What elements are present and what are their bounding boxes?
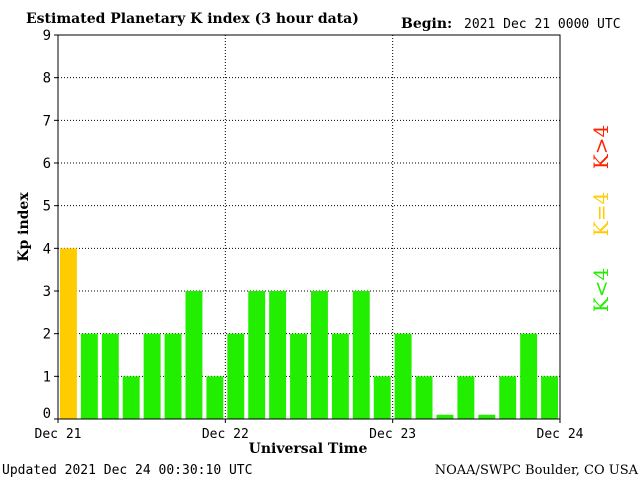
y-axis: 0 1 2 3 4 5 6 7 8 9 bbox=[43, 28, 58, 422]
credit-text: NOAA/SWPC Boulder, CO USA bbox=[435, 463, 639, 478]
kp-bar bbox=[80, 333, 98, 419]
x-tick-label: Dec 24 bbox=[537, 427, 584, 442]
kp-bar bbox=[290, 333, 307, 419]
kp-bar bbox=[415, 376, 433, 419]
y-axis-title: Kp index bbox=[16, 192, 32, 262]
kp-bar bbox=[269, 291, 287, 419]
kp-bar bbox=[352, 291, 370, 419]
kp-bar bbox=[248, 291, 266, 419]
grid-lines bbox=[58, 35, 560, 419]
legend-k-above-4: K>4 bbox=[589, 125, 613, 169]
kp-bar bbox=[541, 376, 558, 419]
x-axis-title: Universal Time bbox=[249, 441, 368, 457]
kp-bar bbox=[331, 333, 349, 419]
kp-bar bbox=[394, 333, 412, 419]
x-tick-label: Dec 22 bbox=[202, 427, 249, 442]
y-tick-label: 3 bbox=[43, 284, 51, 300]
legend-k-equal-4: K=4 bbox=[589, 192, 613, 236]
kp-bar bbox=[185, 291, 203, 419]
x-tick-label: Dec 23 bbox=[369, 427, 416, 442]
y-tick-label: 7 bbox=[43, 113, 51, 129]
begin-label: Begin: bbox=[401, 16, 452, 32]
kp-bar bbox=[373, 376, 391, 419]
x-tick-label: Dec 21 bbox=[35, 427, 82, 442]
kp-bar bbox=[311, 291, 328, 419]
chart-title: Estimated Planetary K index (3 hour data… bbox=[26, 11, 359, 27]
updated-timestamp: Updated 2021 Dec 24 00:30:10 UTC bbox=[2, 463, 252, 478]
y-tick-label: 4 bbox=[43, 241, 51, 257]
kp-bar bbox=[143, 333, 161, 419]
legend-k-below-4: K<4 bbox=[589, 268, 613, 312]
y-tick-label: 5 bbox=[43, 199, 51, 215]
bars bbox=[60, 248, 558, 419]
x-axis: Dec 21 Dec 22 Dec 23 Dec 24 bbox=[35, 419, 584, 442]
kp-bar bbox=[122, 376, 140, 419]
y-tick-label: 0 bbox=[43, 406, 51, 422]
kp-bar bbox=[164, 333, 182, 419]
kp-bar bbox=[499, 376, 517, 419]
y-tick-label: 9 bbox=[43, 28, 51, 44]
y-tick-label: 2 bbox=[43, 327, 51, 343]
y-tick-label: 1 bbox=[43, 369, 51, 385]
kp-bar bbox=[520, 333, 538, 419]
kp-bar bbox=[436, 414, 454, 419]
plot-frame bbox=[57, 34, 561, 420]
y-tick-label: 6 bbox=[43, 156, 51, 172]
y-tick-label: 8 bbox=[43, 71, 51, 87]
kp-bar bbox=[206, 376, 224, 419]
kp-bar bbox=[457, 376, 475, 419]
kp-bar bbox=[227, 333, 245, 419]
kp-bar bbox=[478, 414, 496, 419]
kp-bar bbox=[101, 333, 119, 419]
begin-value: 2021 Dec 21 0000 UTC bbox=[464, 17, 621, 32]
kp-bar bbox=[60, 248, 77, 419]
